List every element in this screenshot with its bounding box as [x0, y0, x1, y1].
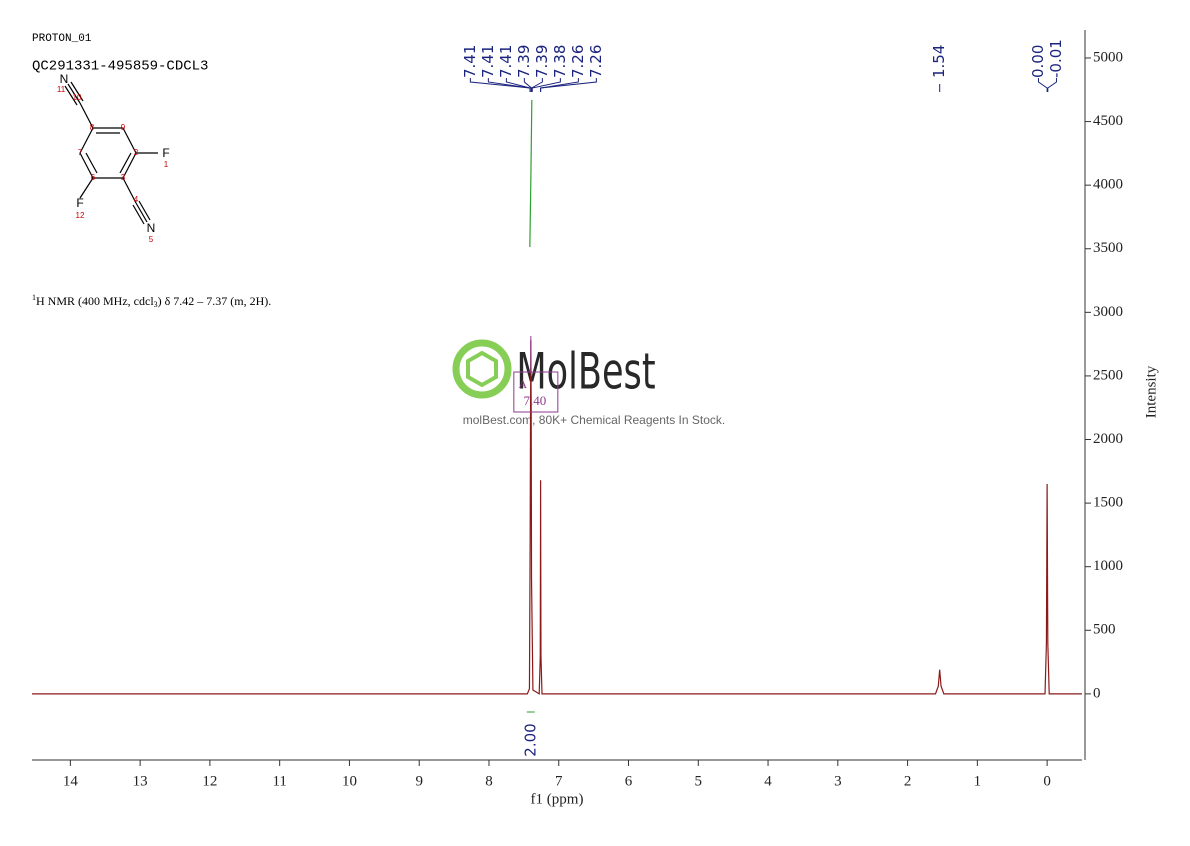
y-tick-label: 4000 [1093, 177, 1123, 193]
tagline: molBest.com, 80K+ Chemical Reagents In S… [463, 413, 725, 427]
experiment: PROTON_01 [32, 33, 92, 45]
y-tick-label: 3000 [1093, 304, 1123, 320]
atom-number: 3 [121, 173, 126, 182]
peak-label: 7.41 [497, 45, 515, 78]
multiplet-shift: 7.40 [523, 393, 546, 408]
peak-label: 7.41 [461, 45, 479, 78]
peak-label: 7.39 [533, 45, 551, 78]
superscript: 1 [32, 293, 36, 302]
atom-number: 2 [134, 148, 139, 157]
peak-connector [540, 78, 597, 92]
logo-hex [466, 350, 498, 388]
integral-label: 2.00 [521, 723, 539, 756]
y-tick-label: 2000 [1093, 431, 1123, 447]
text: H NMR (400 MHz, cdcl [36, 294, 154, 308]
x-tick-label: 13 [133, 773, 148, 789]
text: ) δ 7.42 – 7.37 (m, 2H). [158, 294, 272, 308]
y-tick-label: 4500 [1093, 113, 1123, 129]
x-tick-label: 5 [695, 773, 703, 789]
atom-label: N [60, 72, 69, 86]
peak-connector [469, 78, 531, 92]
atom-number: 4 [134, 195, 139, 204]
integral-curve [529, 99, 533, 248]
x-tick-label: 1 [974, 773, 982, 789]
molecule-bonds [64, 81, 158, 225]
sample: QC291331-495859-CDCL3 [32, 59, 208, 75]
nmr-description: 1H NMR (400 MHz, cdcl3) δ 7.42 – 7.37 (m… [32, 293, 271, 309]
x-tick-label: 14 [63, 773, 79, 789]
atom-label: F [76, 196, 83, 210]
peak-connector [505, 78, 531, 92]
y-tick-label: 500 [1093, 622, 1116, 638]
brand: MolBest [516, 342, 655, 401]
y-tick-label: 2500 [1093, 367, 1123, 383]
watermark: MolBest molBest.com, 80K+ Chemical Reage… [452, 339, 725, 427]
peak-label: 7.38 [551, 45, 569, 78]
atom-number: 7 [78, 148, 83, 157]
plot: 14 13 12 11 10 9 8 7 6 5 4 3 2 1 005001000150020002500… [32, 30, 1159, 807]
atom-number: 1 [164, 160, 169, 169]
multiplet-box [513, 371, 559, 413]
x-tick-label: 10 [342, 773, 357, 789]
x-tick-label: 0 [1043, 773, 1051, 789]
peak-label: 7.26 [587, 45, 605, 78]
y-tick-label: 1500 [1093, 495, 1123, 511]
peak-label: 7.39 [515, 45, 533, 78]
peak-connector [531, 78, 561, 92]
atom-number: 9 [121, 123, 126, 132]
x-axis-label: f1 (ppm) [531, 791, 584, 807]
atom-number: 8 [90, 123, 95, 132]
multiplet-name: A [519, 377, 528, 391]
x-tick-label: 11 [272, 773, 286, 789]
peak-label: 7.26 [569, 45, 587, 78]
peak-label: -0.01 [1047, 39, 1065, 78]
x-tick-label: 4 [764, 773, 772, 789]
atom-number: 6 [91, 173, 96, 182]
x-tick-label: 8 [485, 773, 493, 789]
atom-label: N [147, 221, 156, 235]
atom-number: 12 [76, 211, 85, 220]
peak-label: 1.54 [930, 45, 948, 78]
y-tick-label: 1000 [1093, 558, 1123, 574]
x-tick-label: 2 [904, 773, 912, 789]
logo-ring [452, 339, 512, 399]
y-axis-label: Intensity [1143, 365, 1159, 418]
atom-number: 10 [73, 93, 82, 102]
atom-label: F [162, 146, 169, 160]
y-tick-label: 5000 [1093, 49, 1123, 65]
subscript: 3 [154, 300, 158, 309]
peak-connector [1037, 78, 1048, 92]
x-tick-label: 9 [415, 773, 423, 789]
peak-label: 7.41 [479, 45, 497, 78]
x-tick-label: 7 [555, 773, 563, 789]
peak-connector [1047, 78, 1057, 92]
y-tick-label: 0 [1093, 685, 1101, 701]
y-tick-label: 3500 [1093, 240, 1123, 256]
x-tick-label: 12 [202, 773, 217, 789]
atom-number: 11 [57, 85, 66, 94]
peak-connector [531, 78, 543, 92]
x-tick-label: 6 [625, 773, 633, 789]
x-tick-label: 3 [834, 773, 842, 789]
atom-number: 5 [149, 235, 154, 244]
peak-label: 0.00 [1029, 45, 1047, 78]
